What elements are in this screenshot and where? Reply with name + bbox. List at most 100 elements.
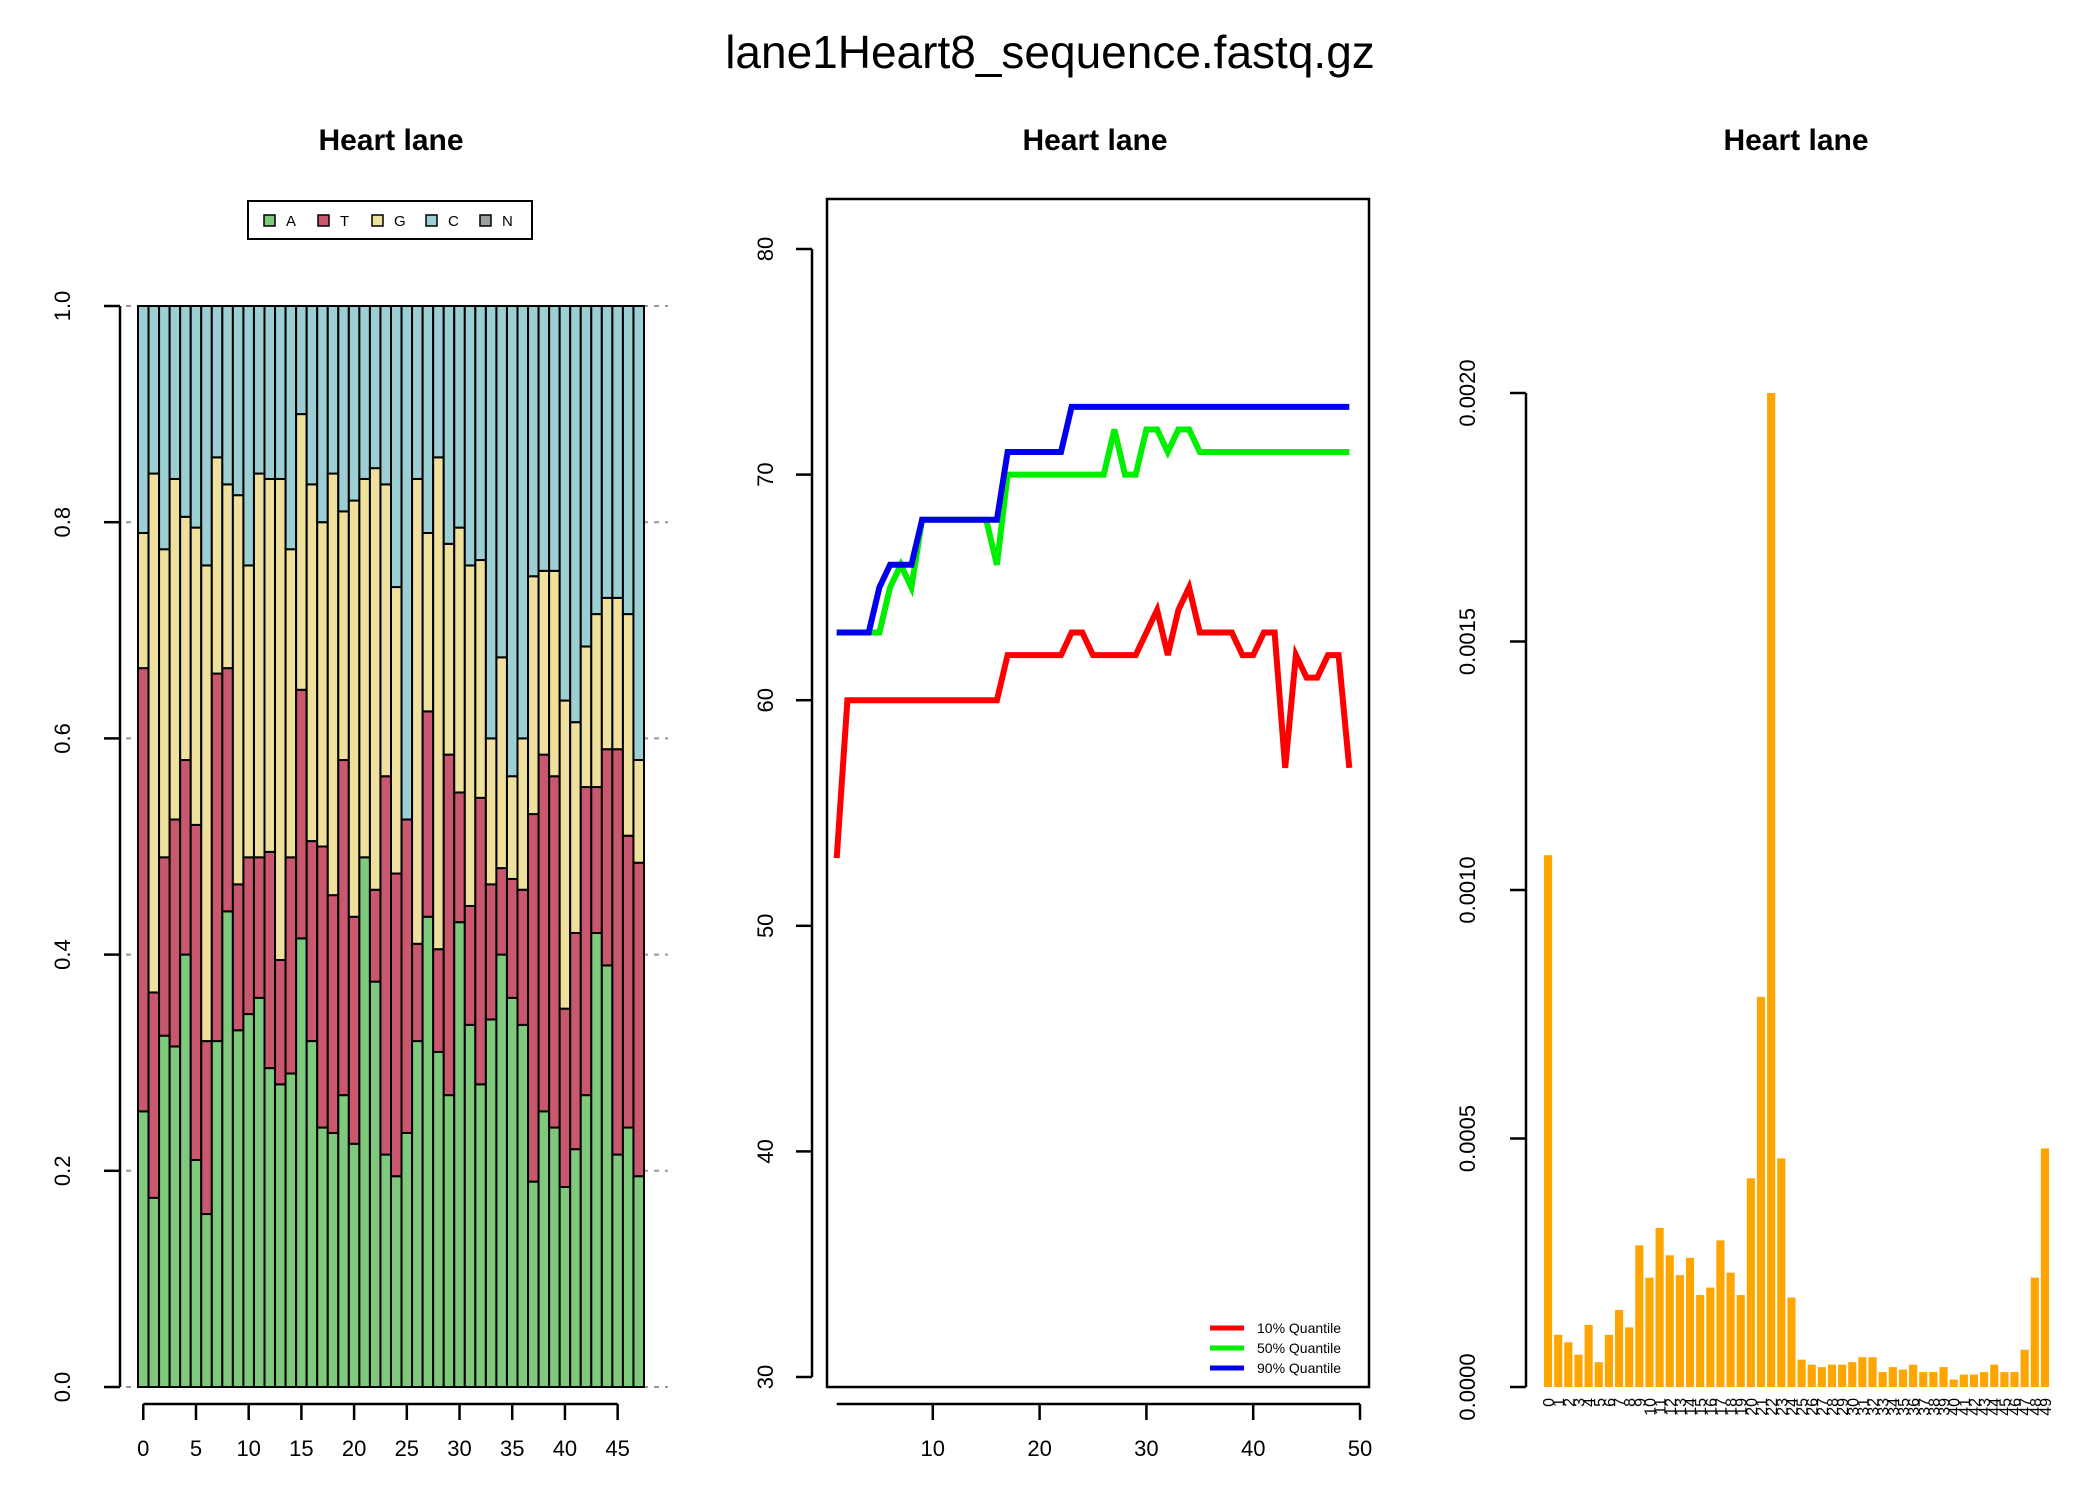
composition-bar-A — [158, 1034, 171, 1389]
composition-x-tick-label: 15 — [289, 1436, 313, 1461]
composition-bar-C — [158, 305, 171, 551]
quality-line-q50 — [836, 426, 1350, 636]
composition-axes: 0.0 0.2 0.4 0.6 0.8 1.0 0 5 10 15 20 25 30 35 40 45 — [50, 291, 630, 1461]
composition-bar-T — [421, 710, 435, 918]
composition-bar-A — [432, 1050, 445, 1388]
distribution-y-tick-label: 0.0005 — [1455, 1105, 1480, 1172]
composition-bar-G — [527, 575, 540, 816]
quality-lines — [833, 403, 1353, 859]
distribution-x-tick-label: 29 — [1835, 1398, 1852, 1416]
distribution-x-tick-label: 34 — [1886, 1398, 1903, 1416]
composition-bar-T — [147, 991, 161, 1199]
distribution-bar — [1797, 1359, 1806, 1387]
composition-bar-G — [168, 477, 182, 821]
distribution-y-tick-label: 0.0010 — [1455, 856, 1480, 923]
quality-y-tick-label: 50 — [753, 914, 778, 938]
composition-bar-C — [316, 305, 329, 524]
composition-bar-G — [569, 721, 582, 934]
distribution-bar — [1726, 1272, 1735, 1387]
distribution-bar — [1949, 1379, 1958, 1387]
composition-bar-G — [274, 477, 287, 962]
composition-bar-C — [179, 305, 192, 518]
composition-bar-C — [305, 305, 319, 486]
composition-bar-T — [495, 867, 508, 956]
distribution-bar — [1929, 1372, 1938, 1387]
composition-bar-C — [569, 305, 582, 724]
composition-bar-C — [242, 305, 255, 567]
distribution-x-tick-label: 20 — [1744, 1398, 1761, 1416]
composition-bar-T — [221, 667, 234, 913]
composition-bar-T — [368, 888, 382, 983]
distribution-bar — [1959, 1374, 1968, 1387]
distribution-bar — [2010, 1372, 2019, 1387]
distribution-x-tick-label: 47 — [2018, 1398, 2035, 1416]
composition-bar-T — [611, 748, 624, 1156]
composition-bar-C — [611, 305, 624, 599]
composition-bar-T — [632, 861, 645, 1178]
composition-bar-G — [611, 596, 624, 751]
composition-bar-C — [432, 305, 445, 459]
composition-bar-G — [590, 613, 603, 789]
quality-axes: 30 40 50 60 70 80 10 20 30 40 50 — [753, 237, 1372, 1461]
composition-bar-A — [263, 1067, 277, 1388]
composition-bar-A — [484, 1018, 498, 1389]
distribution-x-tick-label: 5 — [1592, 1398, 1609, 1407]
composition-bar-G — [442, 542, 456, 756]
distribution-x-tick-label: 38 — [1926, 1398, 1943, 1416]
composition-bar-T — [158, 856, 171, 1037]
distribution-bar — [1878, 1372, 1887, 1387]
composition-bar-A — [505, 996, 519, 1389]
composition-bar-A — [358, 856, 371, 1388]
composition-bar-T — [242, 856, 255, 1016]
distribution-x-tick-label: 42 — [1967, 1398, 1984, 1416]
distribution-x-tick-label: 28 — [1825, 1398, 1842, 1416]
distribution-bar — [1584, 1324, 1593, 1387]
distribution-x-tick-label: 36 — [1906, 1398, 1923, 1416]
composition-bar-A — [569, 1148, 582, 1389]
distribution-bar — [1736, 1295, 1745, 1387]
composition-bar-C — [379, 305, 393, 486]
composition-y-tick-label: 0.4 — [50, 939, 75, 970]
distribution-x-tick-label: 3 — [1571, 1398, 1588, 1407]
quality-line-q90 — [836, 403, 1350, 636]
composition-bar-T — [284, 856, 298, 1075]
quality-legend-label: 90% Quantile — [1257, 1360, 1341, 1376]
distribution-x-tick-label: 49 — [2038, 1398, 2055, 1416]
composition-bar-G — [347, 499, 361, 918]
distribution-y-tick-label: 0.0000 — [1455, 1353, 1480, 1420]
distribution-bar — [1969, 1374, 1979, 1387]
quality-panel: Heart lane 30 40 50 60 70 80 10 20 30 40 50 10% Qu… — [753, 124, 1372, 1461]
composition-bar-C — [621, 305, 635, 616]
composition-bar-C — [231, 305, 245, 497]
composition-x-tick-label: 35 — [500, 1436, 524, 1461]
composition-bar-A — [579, 1094, 593, 1388]
composition-bar-C — [400, 305, 414, 821]
composition-bar-C — [337, 305, 350, 513]
composition-bar-T — [527, 813, 540, 1183]
composition-legend-label-A: A — [286, 213, 296, 230]
composition-legend-swatch-G — [371, 214, 384, 227]
composition-bar-G — [242, 564, 255, 859]
composition-bar-T — [379, 775, 393, 1156]
distribution-x-tick-label: 4 — [1582, 1398, 1599, 1407]
distribution-x-tick-label: 14 — [1683, 1398, 1700, 1416]
composition-bar-C — [295, 305, 308, 416]
composition-bar-A — [537, 1110, 551, 1388]
composition-bar-A — [368, 980, 382, 1388]
quality-y-tick-label: 30 — [753, 1365, 778, 1389]
composition-bar-A — [611, 1153, 624, 1388]
composition-bar-G — [579, 645, 593, 789]
composition-legend-swatch-C — [425, 214, 438, 227]
quality-y-tick-label: 60 — [753, 688, 778, 712]
quality-y-tick-label: 80 — [753, 237, 778, 261]
quality-x-tick-label: 40 — [1241, 1436, 1265, 1461]
composition-bar-C — [147, 305, 161, 475]
composition-bar-A — [295, 937, 308, 1388]
distribution-x-tick-label: 21 — [1754, 1398, 1771, 1416]
composition-bar-A — [221, 910, 234, 1388]
composition-bar-G — [505, 775, 519, 880]
composition-bar-C — [358, 305, 371, 480]
composition-bar-T — [548, 775, 561, 1129]
